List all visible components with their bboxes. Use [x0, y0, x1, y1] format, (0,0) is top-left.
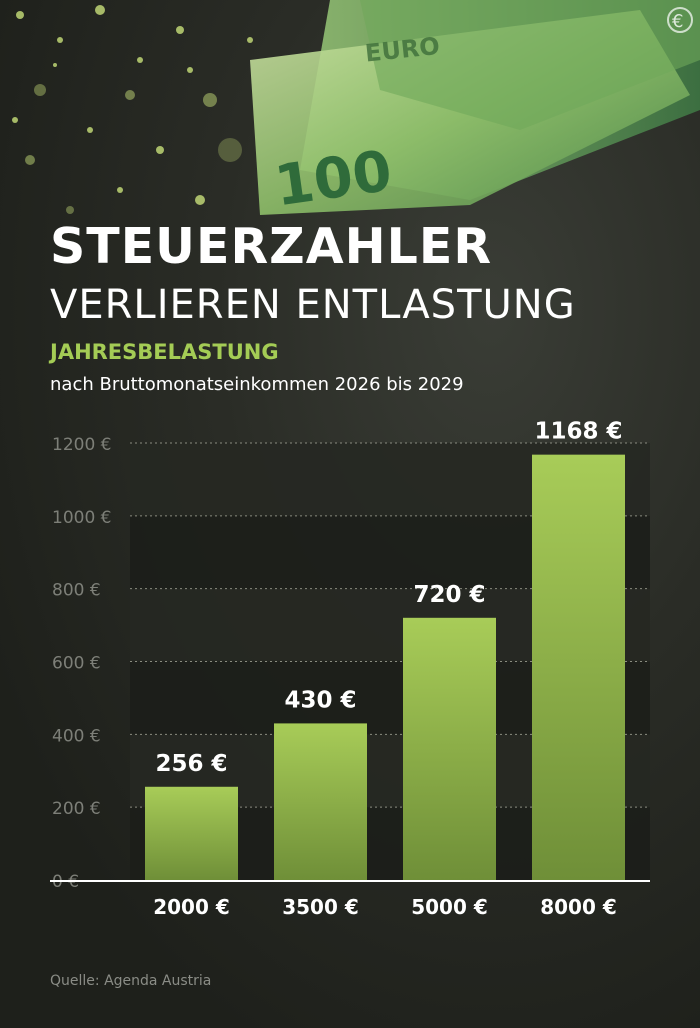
euro-icon: [667, 7, 693, 33]
banknote-illustration: 100 EURO €: [12, 0, 700, 220]
x-category-label: 3500 €: [282, 895, 359, 919]
x-category-label: 5000 €: [411, 895, 488, 919]
chart-subtitle: JAHRESBELASTUNG: [50, 340, 279, 364]
y-tick-label: 800 €: [52, 581, 101, 601]
y-tick-label: 200 €: [52, 799, 101, 819]
x-category-label: 2000 €: [153, 895, 230, 919]
y-tick-label: 400 €: [52, 726, 101, 746]
bar: [274, 723, 367, 880]
bar-value-label: 430 €: [284, 687, 356, 713]
title-line-1: STEUERZAHLER: [50, 218, 493, 275]
bar-value-label: 1168 €: [534, 420, 622, 445]
chart-description: nach Bruttomonatseinkommen 2026 bis 2029: [50, 374, 464, 395]
title-line-2: VERLIEREN ENTLASTUNG: [50, 282, 576, 328]
bar-value-label: 720 €: [413, 582, 485, 608]
y-tick-label: 1000 €: [52, 508, 111, 528]
x-category-label: 8000 €: [540, 895, 617, 919]
bar: [145, 786, 238, 880]
bar: [532, 454, 625, 880]
y-tick-label: 1200 €: [52, 435, 111, 455]
svg-text:€: €: [672, 11, 683, 32]
source-note: Quelle: Agenda Austria: [50, 973, 212, 989]
sparkle-particles: [12, 5, 253, 214]
bar-chart: 0 €200 €400 €600 €800 €1000 €1200 €256 €…: [50, 420, 650, 919]
bar-value-label: 256 €: [155, 751, 227, 777]
banknote-denomination: 100: [271, 139, 396, 220]
y-tick-label: 600 €: [52, 654, 101, 674]
bar: [403, 617, 496, 880]
